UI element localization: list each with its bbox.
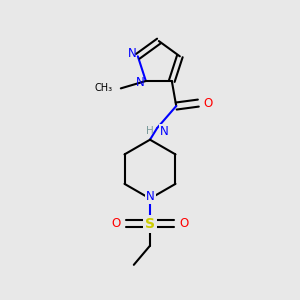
Text: O: O — [204, 97, 213, 110]
Text: N: N — [136, 76, 145, 89]
Text: N: N — [128, 47, 137, 61]
Text: CH₃: CH₃ — [94, 83, 112, 93]
Text: S: S — [145, 217, 155, 231]
Text: H: H — [146, 126, 154, 136]
Text: N: N — [146, 190, 155, 203]
Text: N: N — [159, 124, 168, 138]
Text: O: O — [111, 217, 121, 230]
Text: O: O — [179, 217, 189, 230]
